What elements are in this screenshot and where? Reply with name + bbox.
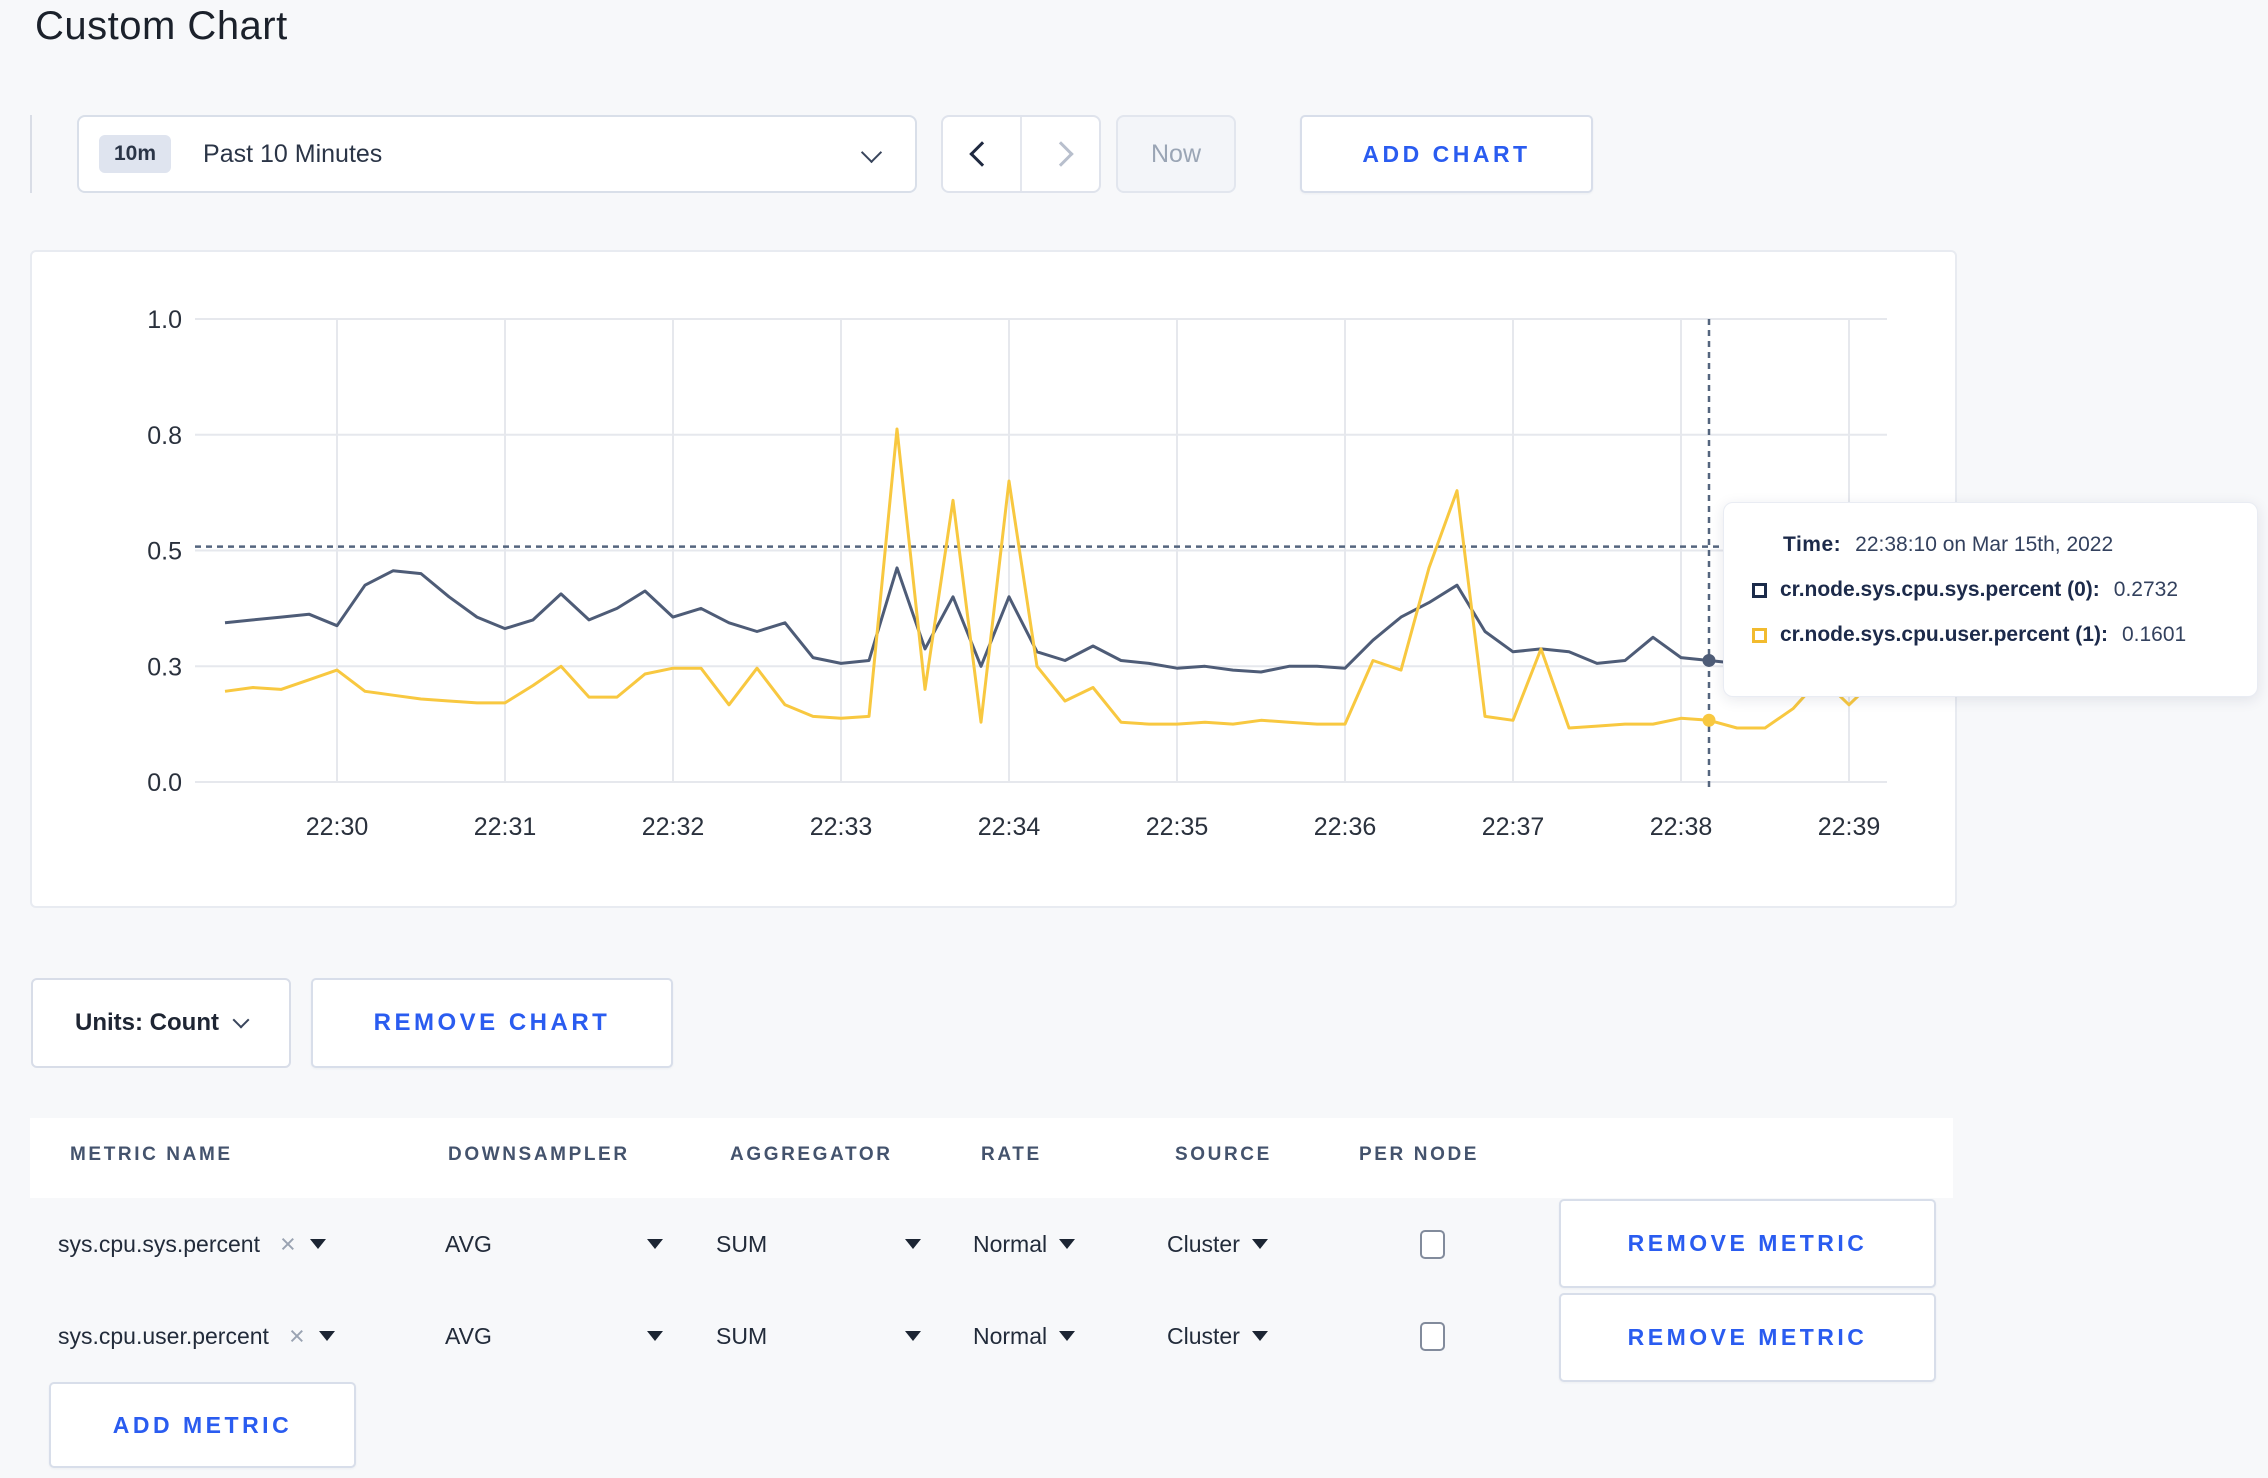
toolbar-divider: [30, 115, 32, 193]
units-label: Units: Count: [75, 1009, 219, 1036]
time-nav-group: [941, 115, 1101, 193]
x-axis-tick-label: 22:30: [306, 813, 369, 841]
source-dropdown[interactable]: Cluster: [1167, 1198, 1268, 1290]
downsampler-value: AVG: [445, 1230, 492, 1257]
tooltip-series-label: cr.node.sys.cpu.sys.percent (0):: [1780, 578, 2100, 601]
metric-name-value: sys.cpu.user.percent: [58, 1322, 269, 1349]
column-header-source: SOURCE: [1175, 1144, 1272, 1165]
dropdown-arrow-icon: [1059, 1239, 1076, 1249]
x-axis-tick-label: 22:39: [1818, 813, 1881, 841]
per-node-checkbox[interactable]: [1420, 1321, 1445, 1351]
dropdown-arrow-icon: [647, 1239, 663, 1249]
time-back-button[interactable]: [943, 117, 1022, 191]
source-dropdown[interactable]: Cluster: [1167, 1290, 1268, 1382]
tooltip-time-row: Time: 22:38:10 on Mar 15th, 2022: [1752, 533, 2257, 557]
chevron-down-icon: [860, 141, 883, 164]
time-range-badge: 10m: [99, 135, 172, 173]
tooltip-series-value: 0.2732: [2113, 578, 2179, 601]
rate-value: Normal: [973, 1322, 1048, 1349]
series-line: [224, 427, 1879, 730]
time-range-label: Past 10 Minutes: [203, 139, 383, 168]
dropdown-arrow-icon: [1251, 1331, 1268, 1341]
series-swatch-icon: [1752, 627, 1767, 643]
tooltip-series-label: cr.node.sys.cpu.user.percent (1):: [1780, 623, 2108, 646]
custom-chart-plot[interactable]: 1.0 0.8 0.5 0.3 0.0 22:30 22:31 22:32 22:33 22:34…: [32, 252, 1955, 906]
rate-dropdown[interactable]: Normal: [973, 1198, 1076, 1290]
column-header-per-node: PER NODE: [1359, 1144, 1480, 1165]
x-axis-tick-label: 22:34: [978, 813, 1041, 841]
tooltip-series-value: 0.1601: [2121, 623, 2187, 646]
dropdown-arrow-icon: [905, 1239, 921, 1249]
dropdown-arrow-icon: [1251, 1239, 1268, 1249]
remove-metric-button[interactable]: REMOVE METRIC: [1559, 1199, 1936, 1288]
add-chart-button[interactable]: ADD CHART: [1300, 115, 1593, 193]
dropdown-arrow-icon: [1059, 1331, 1076, 1341]
chart-tooltip: Time: 22:38:10 on Mar 15th, 2022 cr.node…: [1723, 502, 2258, 697]
metric-name-value: sys.cpu.sys.percent: [58, 1230, 260, 1257]
chevron-right-icon: [1047, 141, 1074, 167]
table-row: sys.cpu.sys.percent × AVG SUM Normal Clu…: [30, 1198, 1953, 1290]
hover-point-marker: [1702, 653, 1716, 667]
table-row: sys.cpu.user.percent × AVG SUM Normal Cl…: [30, 1290, 1953, 1382]
time-range-select[interactable]: 10m Past 10 Minutes: [77, 115, 917, 193]
units-select[interactable]: Units: Count: [31, 978, 291, 1068]
page-title: Custom Chart: [35, 4, 288, 48]
y-axis-tick-label: 0.8: [147, 422, 182, 450]
x-axis-tick-label: 22:35: [1146, 813, 1209, 841]
aggregator-value: SUM: [716, 1322, 768, 1349]
tooltip-time-label: Time:: [1783, 533, 1842, 556]
downsampler-value: AVG: [445, 1322, 492, 1349]
add-metric-button[interactable]: ADD METRIC: [49, 1382, 356, 1468]
hover-point-marker: [1702, 713, 1716, 727]
per-node-cell: [1420, 1198, 1445, 1290]
remove-tag-icon[interactable]: ×: [279, 1228, 296, 1259]
chevron-down-icon: [232, 1011, 250, 1029]
metrics-table-header: METRIC NAME DOWNSAMPLER AGGREGATOR RATE …: [30, 1118, 1953, 1198]
metric-name-dropdown[interactable]: sys.cpu.sys.percent ×: [58, 1198, 326, 1290]
x-axis-tick-label: 22:37: [1482, 813, 1545, 841]
x-axis-tick-label: 22:32: [642, 813, 705, 841]
remove-metric-button[interactable]: REMOVE METRIC: [1559, 1293, 1936, 1382]
tooltip-series-row: cr.node.sys.cpu.user.percent (1): 0.1601: [1752, 623, 2257, 647]
column-header-rate: RATE: [981, 1144, 1042, 1165]
remove-chart-button[interactable]: REMOVE CHART: [311, 978, 673, 1068]
x-axis-tick-label: 22:31: [474, 813, 537, 841]
column-header-aggregator: AGGREGATOR: [730, 1144, 893, 1165]
source-value: Cluster: [1167, 1322, 1240, 1349]
aggregator-dropdown[interactable]: SUM: [716, 1198, 921, 1290]
chevron-left-icon: [968, 141, 995, 167]
rate-dropdown[interactable]: Normal: [973, 1290, 1076, 1382]
aggregator-value: SUM: [716, 1230, 768, 1257]
remove-tag-icon[interactable]: ×: [288, 1320, 305, 1351]
downsampler-dropdown[interactable]: AVG: [445, 1198, 663, 1290]
downsampler-dropdown[interactable]: AVG: [445, 1290, 663, 1382]
series-swatch-icon: [1752, 582, 1767, 598]
dropdown-arrow-icon: [318, 1331, 335, 1341]
aggregator-dropdown[interactable]: SUM: [716, 1290, 921, 1382]
now-button[interactable]: Now: [1116, 115, 1236, 193]
time-forward-button[interactable]: [1022, 117, 1099, 191]
y-axis-tick-label: 0.5: [147, 538, 182, 566]
series-line: [224, 566, 1878, 674]
column-header-metric-name: METRIC NAME: [70, 1144, 233, 1165]
metric-name-dropdown[interactable]: sys.cpu.user.percent ×: [58, 1290, 335, 1382]
x-axis-tick-label: 22:38: [1650, 813, 1713, 841]
rate-value: Normal: [973, 1230, 1048, 1257]
dropdown-arrow-icon: [905, 1331, 921, 1341]
tooltip-time-value: 22:38:10 on Mar 15th, 2022: [1855, 533, 2114, 556]
y-axis-tick-label: 1.0: [147, 306, 182, 334]
tooltip-series-row: cr.node.sys.cpu.sys.percent (0): 0.2732: [1752, 578, 2257, 602]
dropdown-arrow-icon: [309, 1239, 326, 1249]
y-axis-tick-label: 0.3: [147, 653, 182, 681]
column-header-downsampler: DOWNSAMPLER: [448, 1144, 630, 1165]
x-axis-tick-label: 22:33: [810, 813, 873, 841]
chart-card: 1.0 0.8 0.5 0.3 0.0 22:30 22:31 22:32 22:33 22:34…: [30, 250, 1957, 908]
source-value: Cluster: [1167, 1230, 1240, 1257]
x-axis-tick-label: 22:36: [1314, 813, 1377, 841]
y-axis-tick-label: 0.0: [147, 769, 182, 797]
dropdown-arrow-icon: [647, 1331, 663, 1341]
per-node-checkbox[interactable]: [1420, 1229, 1445, 1259]
per-node-cell: [1420, 1290, 1445, 1382]
